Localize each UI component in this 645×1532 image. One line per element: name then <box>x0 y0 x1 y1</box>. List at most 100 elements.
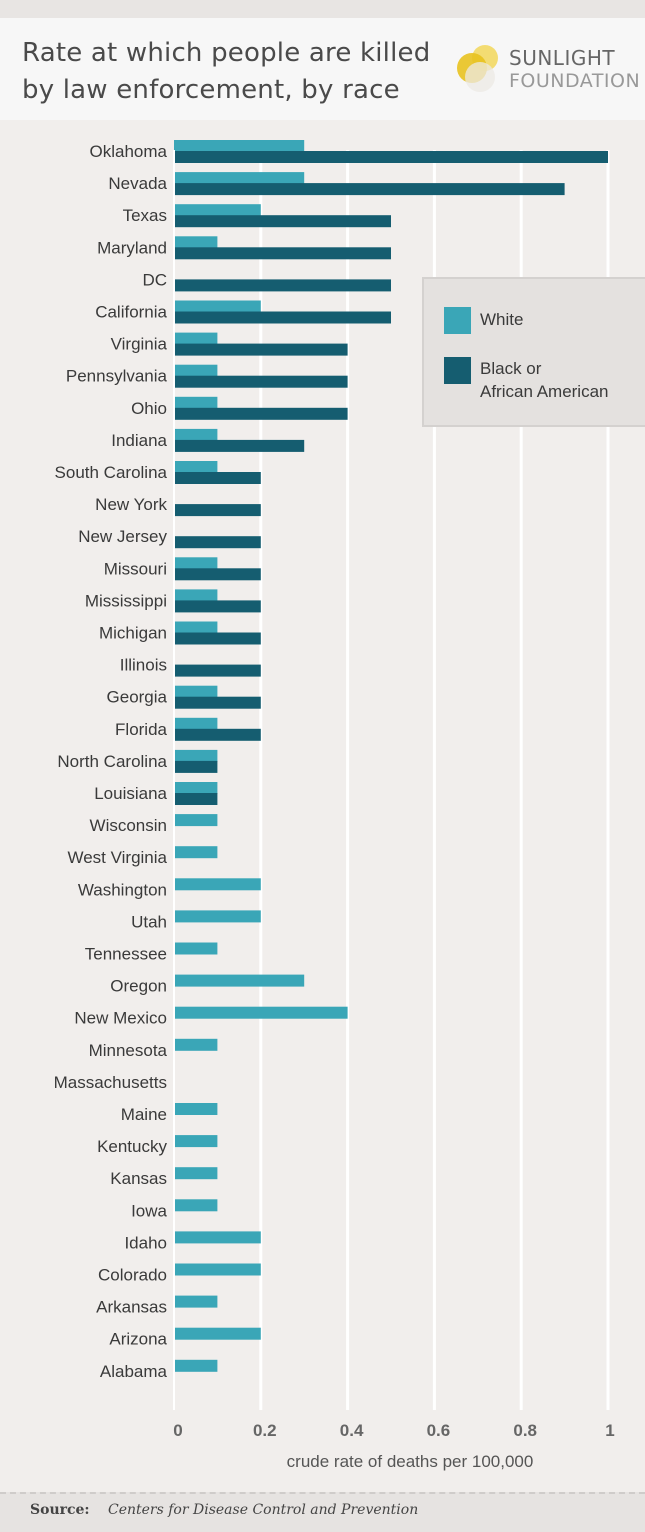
sunlight-logo: SUNLIGHT FOUNDATION <box>452 42 640 102</box>
source-label: Source: <box>30 1502 90 1518</box>
category-label: Nevada <box>108 174 167 193</box>
category-label: Florida <box>115 720 168 739</box>
bar-black <box>174 215 391 228</box>
category-label: Washington <box>78 880 167 899</box>
chart-title: Rate at which people are killed by law e… <box>22 38 431 105</box>
bar-white <box>174 140 305 152</box>
category-label: Illinois <box>120 656 167 675</box>
category-label: Missouri <box>104 559 167 578</box>
bar-white <box>174 1038 218 1051</box>
category-label: Texas <box>123 206 167 225</box>
legend-label-black-line2: African American <box>480 382 609 401</box>
bar-black <box>174 600 261 613</box>
bar-white <box>174 1263 261 1276</box>
logo-wordmark-line2: FOUNDATION <box>509 70 641 92</box>
category-label: Iowa <box>131 1201 167 1220</box>
category-label: New York <box>95 495 167 514</box>
bar-chart: Oklahoma Nevada Texas Maryland DC California V… <box>54 140 615 1471</box>
category-label: California <box>95 303 167 322</box>
bar-white <box>174 749 218 762</box>
legend: White Black or African American <box>422 277 645 427</box>
bar-black <box>174 793 218 805</box>
bar-white <box>174 428 218 441</box>
category-label: Ohio <box>131 399 167 418</box>
category-label: Maine <box>121 1105 167 1124</box>
category-label: Kansas <box>110 1169 167 1188</box>
category-label: Georgia <box>107 688 168 707</box>
bar-white <box>174 814 218 827</box>
legend-label-black-line1: Black or <box>480 359 542 378</box>
bar-black <box>174 536 261 549</box>
bar-white <box>174 557 218 570</box>
category-label: Virginia <box>111 335 168 354</box>
x-tick-label: 0 <box>173 1421 182 1440</box>
bar-black <box>174 568 261 581</box>
category-label: Utah <box>131 912 167 931</box>
bar-black <box>174 504 261 517</box>
category-label: Michigan <box>99 624 167 643</box>
bar-white <box>174 172 305 185</box>
bar-white <box>174 846 218 859</box>
bar-white <box>174 782 218 794</box>
bar-white <box>174 1231 261 1244</box>
category-label: Maryland <box>97 238 167 257</box>
bar-black <box>174 439 305 452</box>
x-tick-label: 0.6 <box>427 1421 451 1440</box>
bar-white <box>174 204 261 217</box>
source-text: Centers for Disease Control and Preventi… <box>108 1502 419 1518</box>
category-label: Tennessee <box>85 945 167 964</box>
legend-swatch-black <box>444 357 471 384</box>
logo-wordmark-line1: SUNLIGHT <box>509 46 616 70</box>
bar-white <box>174 910 261 923</box>
category-label: West Virginia <box>67 848 167 867</box>
bar-white <box>174 685 218 698</box>
bar-black <box>174 311 391 324</box>
category-label: Idaho <box>124 1233 167 1252</box>
x-tick-label: 0.8 <box>513 1421 537 1440</box>
bar-black <box>174 247 391 260</box>
bar-black <box>174 407 348 420</box>
category-label: Oklahoma <box>90 142 168 161</box>
category-label: South Carolina <box>55 463 168 482</box>
bar-black <box>174 279 391 292</box>
bar-white <box>174 1327 261 1340</box>
bar-white <box>174 1167 218 1180</box>
bar-white <box>174 1199 218 1212</box>
category-label: Mississippi <box>85 591 167 610</box>
bar-white <box>174 364 218 377</box>
bar-white <box>174 1359 218 1372</box>
category-label: New Jersey <box>78 527 167 546</box>
bar-white <box>174 974 305 987</box>
bar-white <box>174 589 218 602</box>
category-label: DC <box>142 270 167 289</box>
category-label: Indiana <box>111 431 167 450</box>
bar-white <box>174 717 218 730</box>
category-label: Arizona <box>109 1330 167 1349</box>
bar-white <box>174 1103 218 1115</box>
category-label: Louisiana <box>94 784 167 803</box>
category-label: New Mexico <box>74 1009 167 1028</box>
category-label: Colorado <box>98 1266 167 1285</box>
x-tick-label: 0.2 <box>253 1421 277 1440</box>
bar-white <box>174 878 261 891</box>
bar-white <box>174 461 218 473</box>
category-label: Pennsylvania <box>66 367 168 386</box>
bar-white <box>174 300 261 313</box>
bar-black <box>174 760 218 773</box>
legend-swatch-white <box>444 307 471 334</box>
category-label: Alabama <box>100 1362 168 1381</box>
top-strip <box>0 0 645 18</box>
bar-black <box>174 375 348 388</box>
sunlight-logo-icon <box>457 45 498 92</box>
bar-black <box>174 472 261 484</box>
bar-black <box>174 664 261 677</box>
bar-white <box>174 942 218 955</box>
category-label: North Carolina <box>57 752 167 771</box>
bar-black <box>174 183 565 196</box>
bar-white <box>174 236 218 249</box>
bar-black <box>174 696 261 709</box>
category-label: Wisconsin <box>90 816 167 835</box>
category-label: Oregon <box>110 977 167 996</box>
legend-label-white: White <box>480 310 524 329</box>
category-label: Arkansas <box>96 1298 167 1317</box>
